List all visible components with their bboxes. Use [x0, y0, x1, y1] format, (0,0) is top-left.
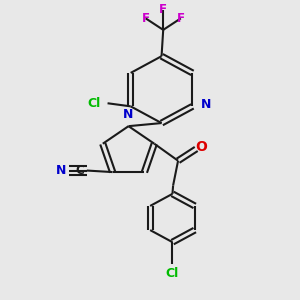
Text: F: F: [159, 3, 167, 16]
Text: Cl: Cl: [166, 267, 179, 280]
Text: C: C: [76, 164, 84, 177]
Text: F: F: [177, 12, 185, 25]
Text: N: N: [201, 98, 211, 111]
Text: Cl: Cl: [88, 97, 101, 110]
Text: N: N: [123, 108, 134, 121]
Text: F: F: [142, 12, 150, 25]
Text: N: N: [56, 164, 67, 177]
Text: O: O: [196, 140, 208, 154]
